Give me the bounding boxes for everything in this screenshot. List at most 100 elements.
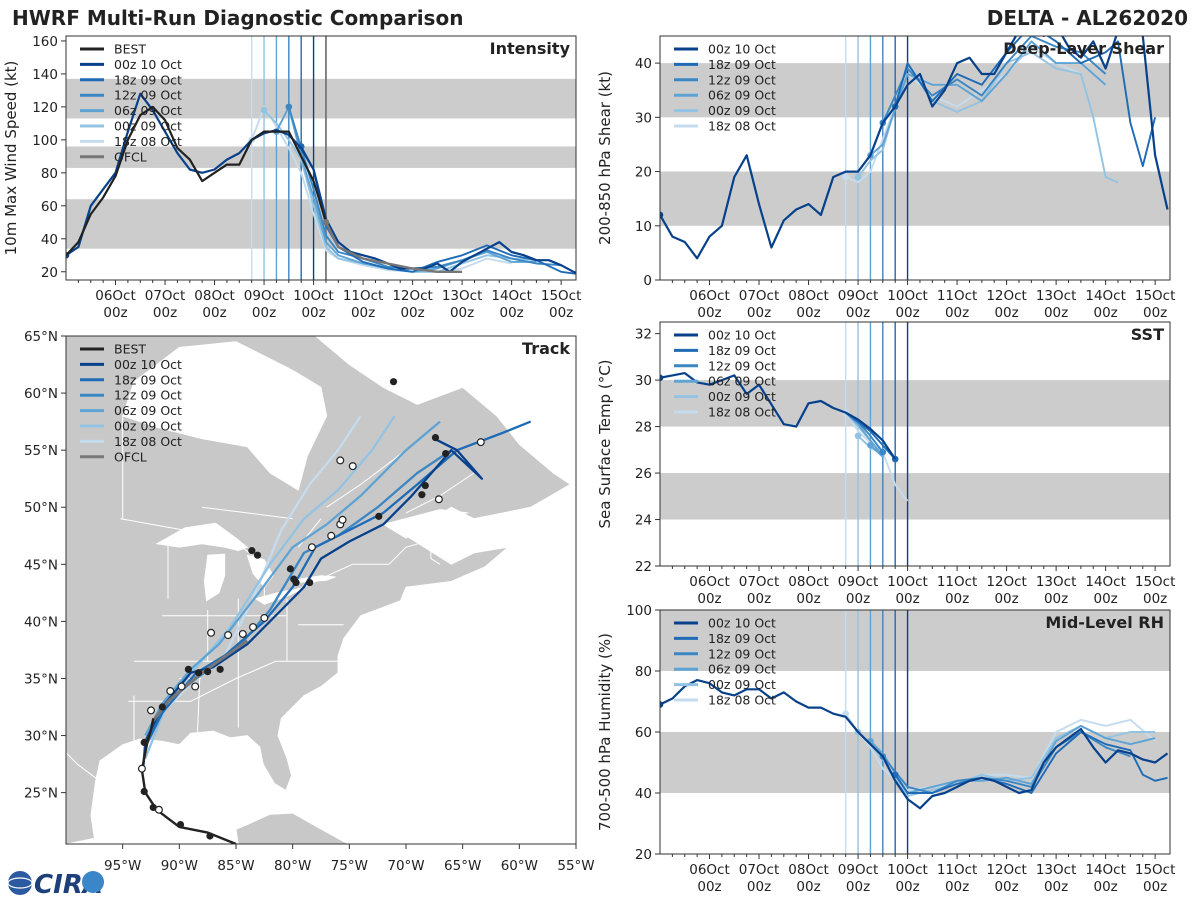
int-band-2 (66, 78, 576, 119)
shr-series (660, 36, 1169, 260)
shr-xtick-label-7: 13Oct (1036, 288, 1077, 304)
int-xtick-label-9: 15Oct (541, 288, 582, 304)
int-series (66, 92, 576, 275)
int-xtick-label-3: 09Oct (244, 288, 285, 304)
track-run-dot-open-2 (177, 682, 186, 691)
sst-xtick-sublabel-1: 00z (747, 591, 771, 607)
track-run-dot-open-1 (166, 687, 175, 696)
legend-best-label: BEST (114, 342, 146, 357)
track-title: Track (522, 339, 570, 358)
sst-xtick-label-8: 14Oct (1085, 574, 1126, 590)
track-run-dot-filled-4 (216, 665, 224, 673)
int-ytick-label-6: 140 (32, 67, 58, 83)
track-run-dot-open-16 (348, 462, 357, 471)
int-xtick-sublabel-9: 00z (549, 305, 573, 321)
track-run-dot-filled-12 (418, 491, 426, 499)
shr-ytick-label-2: 20 (635, 165, 652, 181)
rh-band-1 (660, 610, 1170, 671)
shr-xtick-label-6: 12Oct (986, 288, 1027, 304)
track-xtick-label-7: 60°W (501, 858, 538, 874)
sst-xtick-sublabel-4: 00z (895, 591, 919, 607)
legend-run-5-label: 18z 08 Oct (114, 134, 182, 149)
int-ytick-label-3: 80 (41, 166, 58, 182)
track-map (66, 336, 576, 844)
sst-xtick-label-5: 11Oct (937, 574, 978, 590)
shr-xtick-sublabel-4: 00z (895, 305, 919, 321)
int-ytick-label-1: 40 (41, 232, 58, 248)
sst-band-0 (660, 473, 1170, 520)
int-xtick-label-7: 13Oct (442, 288, 483, 304)
cira-globe-icon (8, 871, 32, 895)
legend-run-4-label: 00z 09 Oct (708, 103, 776, 118)
int-xtick-label-4: 10Oct (293, 288, 334, 304)
shr-xtick-label-5: 11Oct (937, 288, 978, 304)
sst-xtick-sublabel-6: 00z (994, 591, 1018, 607)
land-1 (235, 812, 350, 844)
track-run-dot-open-13 (434, 495, 443, 504)
track-run-dot-open-3 (191, 682, 200, 691)
sst-ytick-label-4: 30 (635, 373, 652, 389)
track-ytick-label-5: 50°N (24, 500, 58, 516)
shr-title: Deep-Layer Shear (1003, 39, 1164, 58)
int-xtick-sublabel-0: 00z (103, 305, 127, 321)
water-1 (203, 553, 226, 602)
legend-run-4-label: 00z 09 Oct (114, 119, 182, 134)
shear-panel: 01020304006Oct00z07Oct00z08Oct00z09Oct00… (596, 35, 1175, 321)
track-run-dot-open-15 (336, 456, 345, 465)
sst-xtick-label-6: 12Oct (986, 574, 1027, 590)
track-run-dot-filled-14 (431, 434, 440, 442)
sst-xtick-sublabel-7: 00z (1044, 591, 1068, 607)
track-xtick-label-6: 65°W (444, 858, 481, 874)
track-xtick-label-3: 80°W (274, 858, 311, 874)
legend-run-2-label: 12z 09 Oct (708, 72, 776, 87)
int-ytick-label-7: 160 (32, 34, 58, 50)
int-xtick-label-8: 14Oct (491, 288, 532, 304)
shr-run-0-init-dot (660, 211, 664, 219)
rh-xtick-sublabel-0: 00z (697, 879, 721, 895)
sst-xtick-label-3: 09Oct (838, 574, 879, 590)
legend-run-5-label: 18z 08 Oct (708, 405, 776, 420)
sst-title: SST (1131, 325, 1164, 344)
rh-xtick-label-5: 11Oct (937, 862, 978, 878)
cira-swirl-icon (82, 871, 104, 893)
sst-ylabel: Sea Surface Temp (°C) (596, 359, 614, 528)
track-ytick-label-8: 65°N (24, 329, 58, 345)
track-run-dot-open-12 (338, 515, 347, 524)
shr-xtick-label-8: 14Oct (1085, 288, 1126, 304)
intensity-panel: 2040608010012014016006Oct00z07Oct00z08Oc… (2, 34, 582, 321)
rh-xtick-label-7: 13Oct (1036, 862, 1077, 878)
sst-xtick-sublabel-8: 00z (1093, 591, 1117, 607)
legend-run-2-label: 12z 09 Oct (708, 358, 776, 373)
track-run-dot-open-5 (224, 631, 233, 640)
track-frame (65, 335, 577, 845)
legend-run-0-label: 00z 10 Oct (114, 57, 182, 72)
sst-xtick-label-2: 08Oct (788, 574, 829, 590)
shr-frame (659, 35, 1171, 281)
int-run-2-init-dot (285, 103, 293, 111)
rh-run-1 (894, 731, 1168, 794)
track-run-dot-open-4 (207, 628, 216, 637)
rh-ytick-label-3: 80 (635, 664, 652, 680)
sst-xtick-label-7: 13Oct (1036, 574, 1077, 590)
sst-panel: 22242628303206Oct00z07Oct00z08Oct00z09Oc… (596, 321, 1175, 607)
rh-xtick-sublabel-3: 00z (846, 879, 870, 895)
int-xtick-sublabel-2: 00z (202, 305, 226, 321)
int-run-4-init-dot (260, 106, 268, 114)
rh-ytick-label-1: 40 (635, 786, 652, 802)
sst-run-4-init-dot (854, 432, 862, 440)
track-run-dot-open-6 (238, 629, 247, 638)
shr-ytick-label-1: 10 (635, 219, 652, 235)
sst-xtick-sublabel-9: 00z (1143, 591, 1167, 607)
shr-run-0 (660, 36, 1169, 260)
cira-orbit-icon (7, 877, 33, 889)
int-ytick-label-4: 100 (32, 133, 58, 149)
cira-logo: CIRA (7, 870, 104, 900)
track-panel: 95°W 90°W 85°W 80°W 75°W 70°W 65°W 60°W 55°W 25°N… (24, 329, 595, 874)
rh-run-0-init-dot (660, 701, 664, 708)
legend-run-2-label: 12z 09 Oct (708, 646, 776, 661)
shr-band-0 (660, 171, 1170, 226)
shr-run-1 (894, 36, 1157, 168)
track-ytick-label-6: 55°N (24, 443, 58, 459)
rh-xtick-label-2: 08Oct (788, 862, 829, 878)
